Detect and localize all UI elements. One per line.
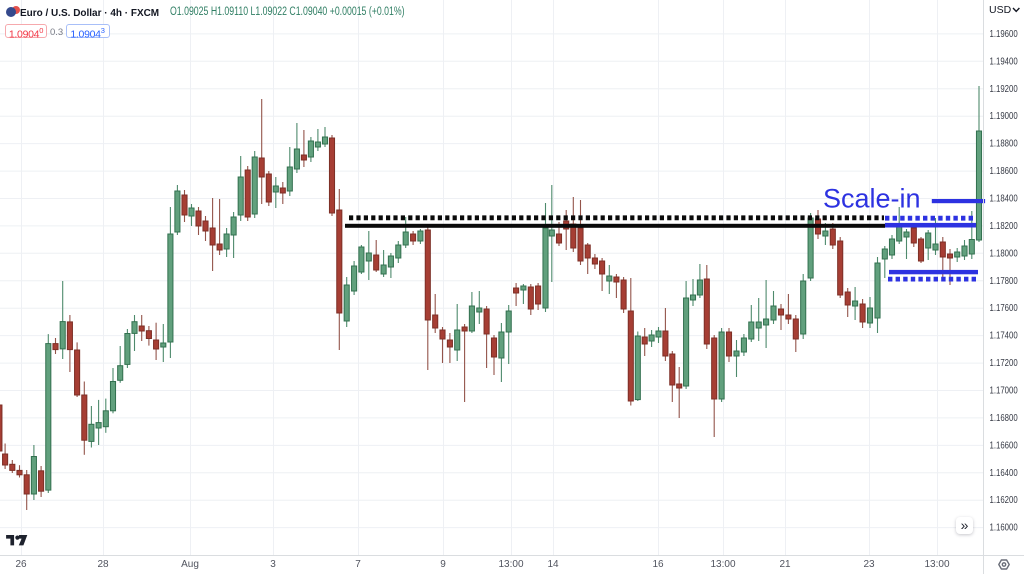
svg-text:9: 9 [440,559,446,570]
svg-text:1.17600: 1.17600 [990,303,1019,314]
svg-text:16: 16 [652,559,664,570]
svg-text:13:00: 13:00 [924,559,949,570]
svg-text:1.18800: 1.18800 [990,139,1019,150]
svg-text:26: 26 [15,559,27,570]
svg-text:1.18000: 1.18000 [990,248,1019,259]
svg-text:1.19400: 1.19400 [990,56,1019,67]
svg-text:1.16600: 1.16600 [990,440,1019,451]
svg-text:1.19600: 1.19600 [990,29,1019,40]
svg-text:7: 7 [355,559,361,570]
svg-text:1.16800: 1.16800 [990,413,1019,424]
svg-text:1.16200: 1.16200 [990,495,1019,506]
svg-text:Aug: Aug [181,559,199,570]
svg-text:1.19000: 1.19000 [990,111,1019,122]
svg-text:1.18600: 1.18600 [990,166,1019,177]
svg-text:23: 23 [863,559,875,570]
svg-text:1.18400: 1.18400 [990,194,1019,205]
svg-text:1.17800: 1.17800 [990,276,1019,287]
svg-text:1.17400: 1.17400 [990,331,1019,342]
svg-text:1.17200: 1.17200 [990,358,1019,369]
svg-text:USD: USD [989,4,1012,16]
svg-text:1.18200: 1.18200 [990,221,1019,232]
svg-text:1.16400: 1.16400 [990,468,1019,479]
svg-text:28: 28 [97,559,109,570]
svg-text:14: 14 [547,559,559,570]
svg-text:21: 21 [779,559,791,570]
svg-text:1.19200: 1.19200 [990,84,1019,95]
svg-text:13:00: 13:00 [498,559,523,570]
svg-text:13:00: 13:00 [710,559,735,570]
svg-text:3: 3 [270,559,276,570]
svg-text:Scale-in: Scale-in [823,184,921,214]
svg-text:1.17000: 1.17000 [990,386,1019,397]
svg-text:1.16000: 1.16000 [990,523,1019,534]
